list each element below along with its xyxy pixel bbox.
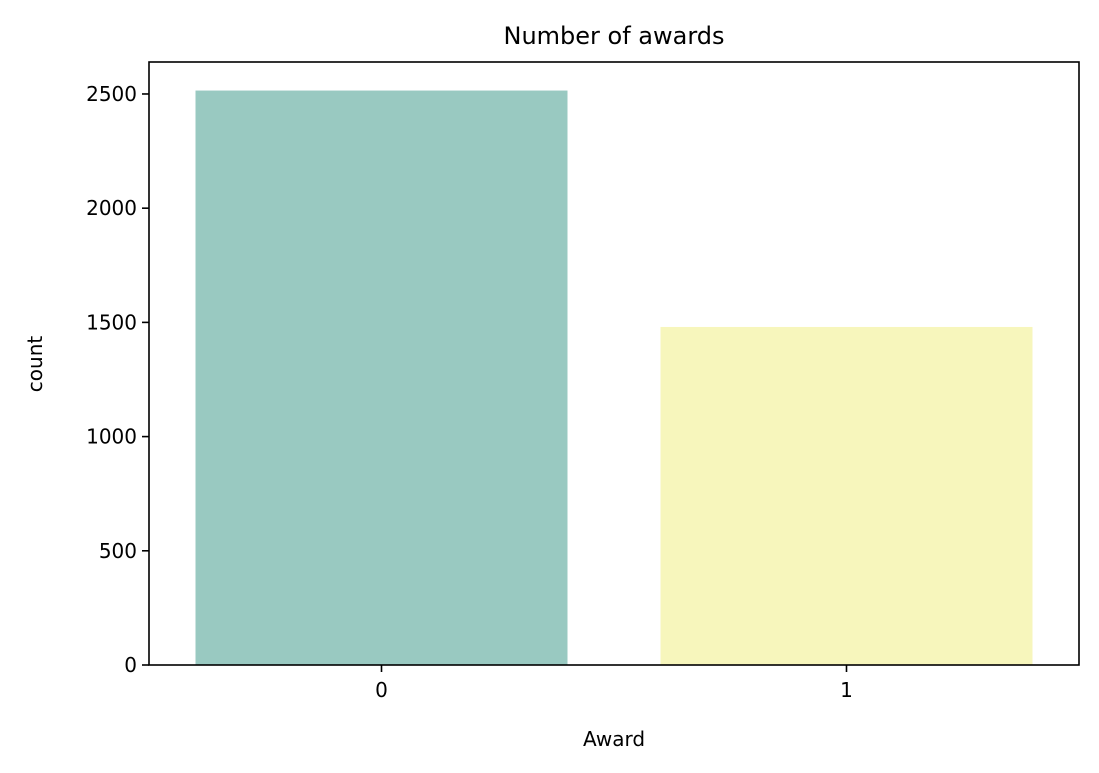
y-tick-label: 2000 [86,196,137,220]
y-axis-label: count [23,336,47,393]
bar-1 [660,326,1033,665]
y-axis: 0 500 1000 1500 2000 2500 [86,82,149,677]
y-tick-label: 1500 [86,310,137,334]
y-tick-label: 500 [99,539,137,563]
y-tick-label: 2500 [86,82,137,106]
plot-frame [148,61,1080,666]
y-tick-label: 1000 [86,425,137,449]
chart-title: Number of awards [503,22,724,50]
x-tick-label: 1 [840,678,853,702]
y-tick-label: 0 [124,653,137,677]
bar-0 [195,90,568,665]
x-tick-label: 0 [375,678,388,702]
bars-group [195,90,1033,665]
x-axis-label: Award [583,727,645,751]
